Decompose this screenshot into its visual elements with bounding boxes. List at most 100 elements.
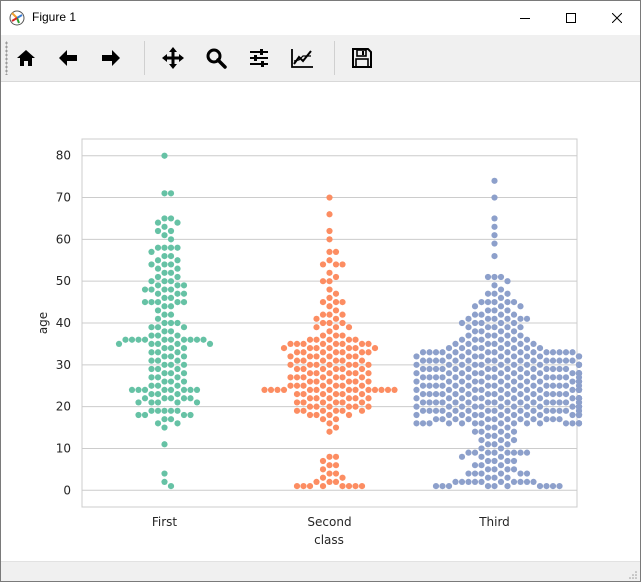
- data-point: [128, 386, 136, 394]
- data-point: [358, 357, 366, 364]
- data-point: [484, 273, 492, 281]
- data-point: [471, 303, 479, 310]
- data-point: [452, 365, 459, 373]
- data-point: [426, 390, 433, 398]
- data-point: [504, 441, 511, 448]
- data-point: [445, 420, 453, 427]
- resize-grip-icon[interactable]: [628, 570, 638, 580]
- data-point: [419, 349, 427, 356]
- data-point: [174, 420, 181, 427]
- maximize-button[interactable]: [548, 1, 594, 35]
- data-point: [426, 357, 433, 364]
- data-point: [491, 449, 498, 456]
- back-button[interactable]: [51, 40, 85, 76]
- swarm-plot[interactable]: 0 10 20 30 40 50 60 70 80 First Second Third class…: [1, 82, 640, 561]
- data-point: [161, 424, 168, 431]
- data-point: [300, 340, 307, 348]
- forward-button[interactable]: [94, 40, 128, 76]
- data-point: [458, 411, 466, 419]
- data-point: [167, 261, 175, 268]
- subplots-button[interactable]: [242, 40, 276, 76]
- data-point: [491, 324, 498, 331]
- data-point: [471, 311, 479, 318]
- data-point: [575, 411, 583, 419]
- data-point: [339, 340, 346, 348]
- minimize-button[interactable]: [502, 1, 548, 35]
- data-point: [562, 349, 570, 356]
- home-button[interactable]: [9, 40, 43, 76]
- data-point: [326, 257, 333, 264]
- arrow-right-icon: [102, 50, 120, 66]
- data-point: [523, 361, 531, 368]
- data-point: [332, 462, 340, 469]
- data-point: [161, 353, 168, 360]
- data-point: [491, 424, 498, 431]
- data-point: [339, 319, 346, 327]
- save-button[interactable]: [345, 40, 379, 76]
- data-point: [371, 386, 379, 394]
- data-point: [319, 340, 327, 348]
- data-point: [478, 378, 485, 385]
- data-point: [326, 269, 333, 276]
- data-point: [306, 361, 314, 368]
- data-point: [471, 478, 479, 486]
- data-point: [306, 370, 314, 377]
- data-point: [504, 424, 511, 431]
- data-point: [174, 290, 181, 297]
- data-point: [497, 420, 505, 427]
- data-point: [326, 361, 333, 368]
- pan-button[interactable]: [156, 40, 190, 76]
- data-point: [200, 336, 207, 343]
- data-point: [391, 386, 398, 394]
- data-point: [167, 361, 175, 368]
- toolbar-grip[interactable]: [5, 41, 8, 75]
- data-point: [339, 407, 346, 414]
- data-point: [523, 315, 531, 322]
- data-point: [484, 324, 492, 331]
- data-point: [174, 407, 181, 414]
- data-point: [536, 386, 544, 394]
- data-point: [478, 462, 485, 469]
- data-point: [167, 244, 175, 251]
- data-point: [491, 382, 498, 389]
- data-point: [413, 395, 420, 402]
- data-point: [562, 399, 570, 406]
- data-point: [491, 215, 498, 222]
- data-point: [575, 353, 583, 360]
- data-point: [287, 361, 294, 368]
- data-point: [484, 457, 492, 465]
- customize-button[interactable]: [285, 40, 319, 76]
- data-point: [167, 407, 175, 414]
- data-point: [517, 478, 524, 486]
- data-point: [187, 411, 194, 419]
- data-point: [378, 386, 385, 394]
- data-point: [471, 370, 479, 377]
- data-point: [174, 257, 181, 264]
- data-point: [293, 374, 301, 381]
- zoom-button[interactable]: [199, 40, 233, 76]
- data-point: [332, 470, 340, 477]
- data-point: [365, 349, 372, 356]
- figure-canvas[interactable]: 0 10 20 30 40 50 60 70 80 First Second Third class…: [1, 82, 640, 561]
- data-point: [148, 324, 155, 331]
- data-point: [413, 420, 420, 427]
- data-point: [313, 403, 320, 410]
- data-point: [167, 311, 175, 318]
- data-point: [530, 390, 537, 398]
- data-point: [154, 315, 162, 322]
- data-point: [439, 416, 446, 423]
- minimize-icon: [520, 18, 530, 19]
- data-point: [530, 416, 537, 423]
- title-bar[interactable]: Figure 1: [1, 1, 640, 35]
- data-point: [549, 349, 557, 356]
- data-point: [167, 278, 175, 285]
- data-point: [497, 319, 505, 327]
- close-button[interactable]: [594, 1, 640, 35]
- data-point: [478, 370, 485, 377]
- data-point: [161, 286, 168, 293]
- data-point: [452, 374, 459, 381]
- data-point: [452, 399, 459, 406]
- data-point: [523, 336, 531, 343]
- data-point: [432, 482, 440, 490]
- data-point: [413, 353, 420, 360]
